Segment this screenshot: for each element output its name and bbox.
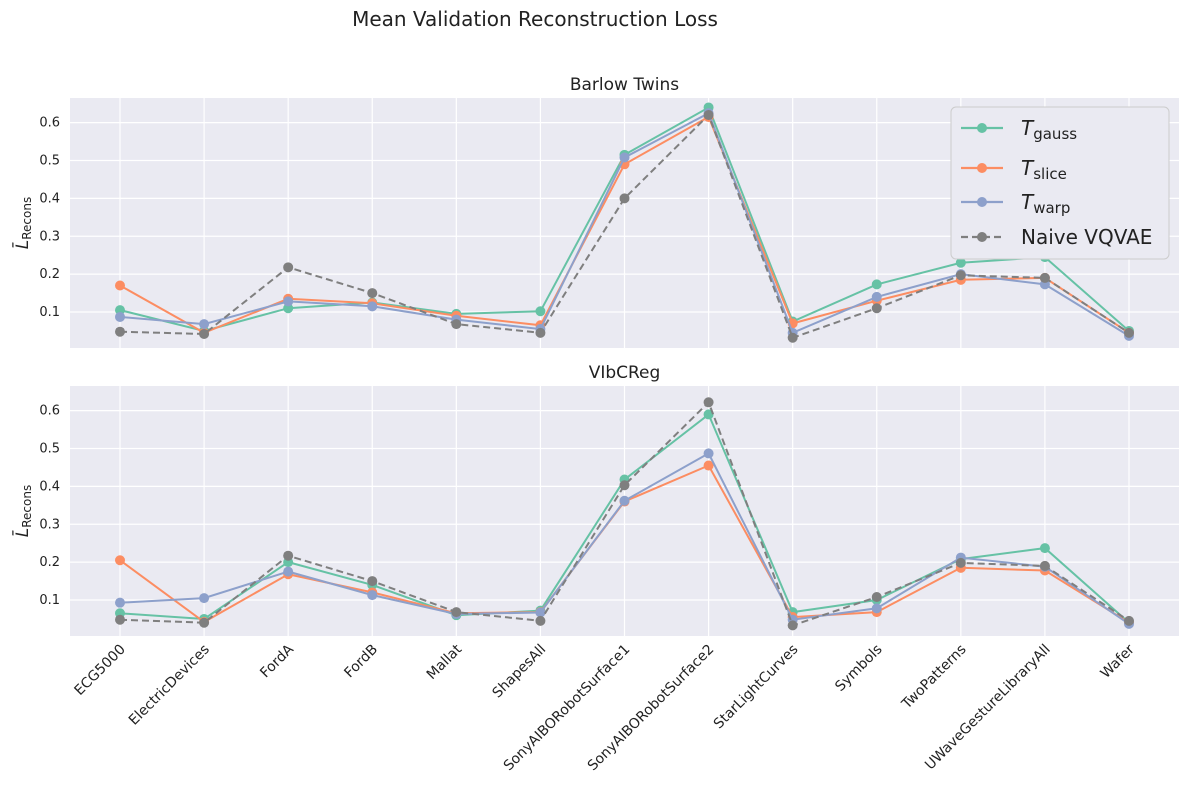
- data-point: [451, 607, 462, 618]
- data-point: [199, 319, 210, 330]
- data-point: [367, 301, 378, 312]
- data-point: [115, 597, 125, 608]
- legend-marker: [977, 232, 987, 242]
- data-point: [955, 257, 966, 268]
- x-tick-label: FordB: [341, 642, 381, 682]
- data-point: [955, 270, 966, 281]
- data-point: [1039, 543, 1050, 554]
- x-tick-label: Mallat: [424, 641, 466, 683]
- legend-label: Twarp: [1021, 190, 1070, 217]
- data-point: [283, 566, 294, 577]
- data-point: [283, 262, 294, 273]
- y-tick-label: 0.1: [39, 305, 60, 320]
- data-point: [619, 495, 630, 506]
- x-tick-label: ElectricDevices: [126, 642, 213, 729]
- legend-item-warp: Twarp: [961, 190, 1070, 217]
- data-point: [199, 593, 210, 604]
- legend-marker: [977, 197, 987, 207]
- data-point: [871, 291, 882, 302]
- legend-box: [950, 106, 1170, 260]
- x-tick-label: StarLightCurves: [711, 642, 802, 733]
- y-tick-label: 0.6: [39, 116, 60, 131]
- y-tick-label: 0.4: [39, 479, 60, 494]
- y-tick-label: 0.1: [39, 593, 60, 608]
- y-tick-label: 0.4: [39, 191, 60, 206]
- legend: Tgauss Tslice Twarp Naive VQVAE: [950, 106, 1170, 260]
- data-point: [619, 152, 630, 163]
- data-point: [955, 557, 966, 568]
- data-point: [1039, 272, 1050, 283]
- data-point: [283, 550, 294, 561]
- data-point: [115, 280, 125, 291]
- data-point: [871, 591, 882, 602]
- panel-2: 0.1 0.2 0.3 0.4 0.5 0.6 VIbCReg L̄Recons: [11, 363, 1179, 636]
- data-point: [283, 296, 294, 307]
- data-point: [535, 306, 546, 317]
- data-point: [703, 409, 714, 420]
- legend-marker: [977, 123, 987, 133]
- data-point: [535, 327, 546, 338]
- x-tick-label: ECG5000: [71, 642, 128, 699]
- data-point: [115, 311, 125, 322]
- data-point: [703, 460, 714, 471]
- y-tick-label: 0.3: [39, 517, 60, 532]
- y-tick-label: 0.6: [39, 404, 60, 419]
- data-point: [619, 480, 630, 491]
- x-tick-label: TwoPatterns: [898, 642, 969, 713]
- data-point: [1124, 615, 1134, 626]
- legend-item-slice: Tslice: [961, 156, 1067, 183]
- x-tick-label: ShapesAll: [489, 642, 549, 702]
- series-naive: [115, 397, 1134, 631]
- y-axis-label: L̄Recons: [11, 485, 34, 537]
- data-point: [367, 576, 378, 587]
- data-point: [1124, 327, 1134, 338]
- legend-item-gauss: Tgauss: [961, 116, 1077, 143]
- data-point: [199, 328, 210, 339]
- data-point: [787, 332, 798, 343]
- x-tick-label: Symbols: [832, 642, 885, 695]
- legend-label: Naive VQVAE: [1021, 225, 1152, 249]
- legend-marker: [977, 163, 987, 173]
- y-tick-label: 0.3: [39, 229, 60, 244]
- data-point: [367, 590, 378, 601]
- panel-title: VIbCReg: [589, 363, 661, 383]
- data-point: [703, 397, 714, 408]
- data-point: [367, 288, 378, 299]
- data-point: [619, 193, 630, 204]
- legend-label: Tslice: [1021, 156, 1067, 183]
- figure-title: Mean Validation Reconstruction Loss: [352, 7, 718, 31]
- y-tick-label: 0.2: [39, 555, 60, 570]
- data-point: [1039, 560, 1050, 571]
- data-point: [115, 614, 125, 625]
- legend-label: Tgauss: [1021, 116, 1077, 143]
- data-point: [787, 620, 798, 631]
- data-point: [535, 607, 546, 618]
- series-naive: [115, 110, 1134, 343]
- data-point: [115, 555, 125, 566]
- data-point: [199, 617, 210, 628]
- y-tick-label: 0.5: [39, 154, 60, 169]
- legend-item-naive: Naive VQVAE: [961, 225, 1152, 249]
- data-point: [871, 303, 882, 314]
- data-point: [871, 603, 882, 614]
- data-point: [703, 110, 714, 121]
- y-tick-label: 0.5: [39, 442, 60, 457]
- x-tick-label: Wafer: [1098, 641, 1138, 681]
- y-tick-label: 0.2: [39, 267, 60, 282]
- data-point: [451, 319, 462, 330]
- data-point: [703, 448, 714, 459]
- x-tick-label: FordA: [257, 641, 297, 681]
- panel-title: Barlow Twins: [570, 75, 679, 95]
- data-point: [871, 279, 882, 290]
- data-point: [535, 615, 546, 626]
- y-axis-label: L̄Recons: [11, 197, 34, 249]
- data-point: [115, 326, 125, 337]
